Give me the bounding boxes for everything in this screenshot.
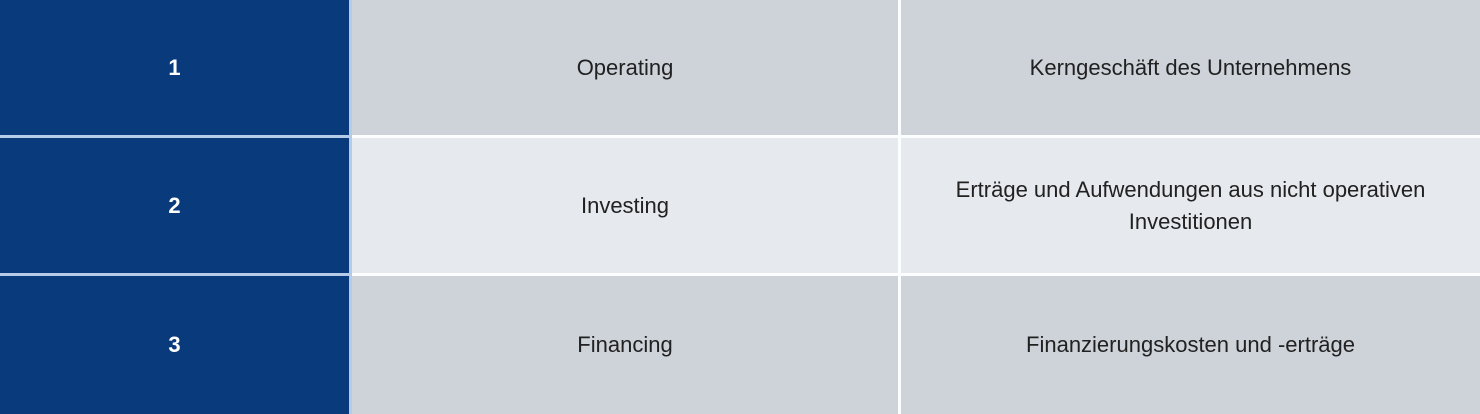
category-cell: Operating xyxy=(352,0,901,138)
description-cell: Finanzierungskosten und -erträge xyxy=(901,276,1480,414)
row-number-cell: 1 xyxy=(0,0,352,138)
category-cell: Investing xyxy=(352,138,901,276)
table-row: 2 Investing Erträge und Aufwendungen aus… xyxy=(0,138,1480,276)
table-row: 1 Operating Kerngeschäft des Unternehmen… xyxy=(0,0,1480,138)
row-number-cell: 3 xyxy=(0,276,352,414)
category-cell: Financing xyxy=(352,276,901,414)
description-cell: Kerngeschäft des Unternehmens xyxy=(901,0,1480,138)
row-number-cell: 2 xyxy=(0,138,352,276)
table-row: 3 Financing Finanzierungskosten und -ert… xyxy=(0,276,1480,414)
description-cell: Erträge und Aufwendungen aus nicht opera… xyxy=(901,138,1480,276)
